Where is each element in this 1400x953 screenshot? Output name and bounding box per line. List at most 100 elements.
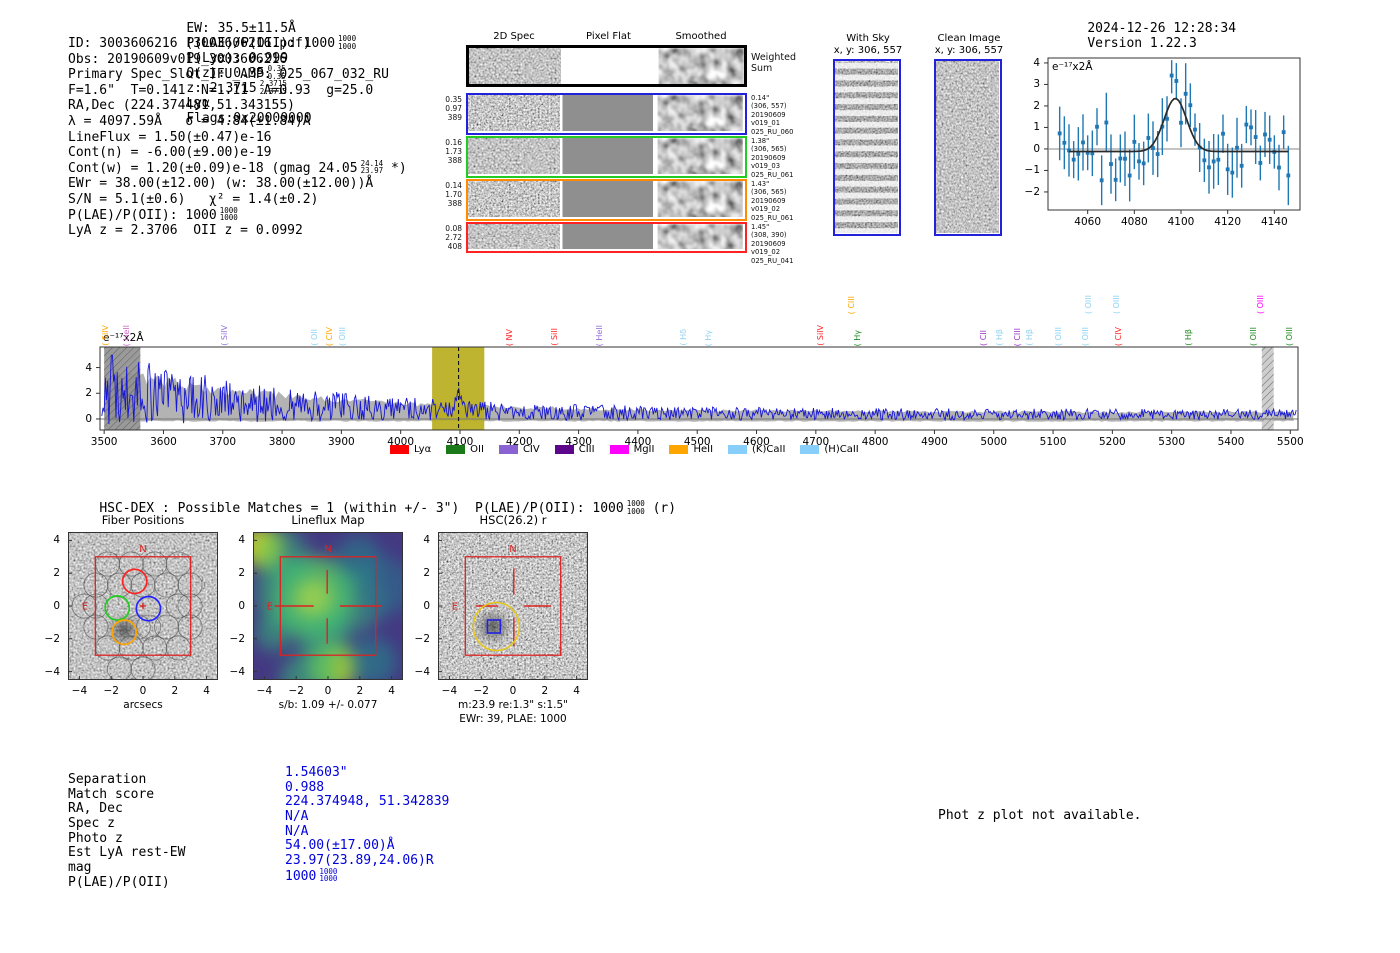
emission-line-label: ( OIII <box>1112 294 1122 314</box>
match-row-label: P(LAE)/P(OII) <box>68 874 170 890</box>
spec2d-col-title: Pixel Flat <box>586 31 631 42</box>
emission-line-label: ( OIII <box>1249 326 1259 346</box>
emission-line-label: ( CIV <box>324 326 334 346</box>
legend-entry: OII <box>446 444 484 455</box>
lineflux-map-title: Lineflux Map <box>291 513 365 527</box>
legend-entry: CIII <box>554 444 595 455</box>
spec2d-row-image <box>468 181 743 217</box>
lineflux-map-xlabel: s/b: 1.09 +/- 0.077 <box>278 699 378 711</box>
spec2d-row-stat: 388 <box>447 199 462 208</box>
emission-line-label: ( CIII <box>1013 327 1023 346</box>
north-label: N <box>324 544 331 555</box>
spectrum-x-tick: 4900 <box>921 436 948 448</box>
east-label: E <box>82 601 88 612</box>
spec2d-row-stat: 0.16 <box>445 138 462 147</box>
spectrum-x-tick: 4600 <box>743 436 770 448</box>
emission-line-label: ( CII <box>978 330 988 346</box>
spec2d-weighted-sum-label: Weighted Sum <box>751 52 796 74</box>
match-row-label: Match score <box>68 786 155 802</box>
emission-line-label: ( Hγ <box>852 329 862 346</box>
emission-line-label: ( Hβ <box>1184 329 1194 346</box>
spec2d-row-meta: 0.14" <box>751 94 770 102</box>
lineflux-map-x-tick: −2 <box>288 685 304 697</box>
spectrum-x-tick: 5200 <box>1098 436 1126 448</box>
match-row-value: 54.00(±17.00)Å <box>285 838 395 854</box>
spectrum-x-tick: 3600 <box>150 436 177 448</box>
lineflux-map-y-tick: −4 <box>229 665 245 678</box>
spectrum-x-tick: 3500 <box>90 436 118 448</box>
legend-swatch <box>446 444 466 454</box>
inset-y-tick: 4 <box>1033 56 1040 69</box>
emission-line-label: ( Hδ <box>679 329 689 346</box>
emission-line-label: ( Hγ <box>704 329 714 346</box>
emission-line-label: ( HeII <box>594 324 604 346</box>
photz-note: Phot z plot not available. <box>938 808 1142 823</box>
spec2d-row-meta: 025_RU_061 <box>751 170 794 179</box>
hsc-r-y-tick: 2 <box>423 567 430 580</box>
spectrum-x-tick: 5000 <box>980 436 1008 448</box>
plya-value: P(Lyα): 0.999 <box>186 51 289 66</box>
spec2d-row-meta: (306, 565) <box>751 145 787 154</box>
spec2d-row-stat: 2.72 <box>445 233 462 242</box>
with-sky-image <box>833 59 901 236</box>
spec2d-row-stat: 1.73 <box>445 147 462 156</box>
spectrum-x-tick: 5100 <box>1039 436 1067 448</box>
fiber-positions-image: N E <box>68 532 218 680</box>
info-line: Cont(w) = 1.20(±0.09)e-18 (gmag 24.05 24.… <box>68 158 407 176</box>
hsc-r-x-tick: −2 <box>473 685 489 697</box>
spec2d-row-stat: 408 <box>447 242 462 251</box>
lineflux-map-y-tick: 4 <box>238 534 245 547</box>
info-line: Cont(n) = -6.00(±9.00)e-19 <box>68 145 272 161</box>
fiber-positions-x-tick: −2 <box>103 685 119 697</box>
z-range: 2.3715 2.3715 <box>259 79 287 96</box>
clean-image-image <box>934 59 1002 236</box>
spec2d-row-meta: 20190609 <box>751 153 786 162</box>
spec2d-col-title: Smoothed <box>675 31 727 42</box>
spectrum-x-tick: 3700 <box>209 436 237 448</box>
spectrum-x-tick: 5300 <box>1158 436 1186 448</box>
legend-swatch <box>728 444 748 454</box>
info-line: ID: 3003606216 (3003606216.pdf) <box>68 36 311 51</box>
info-line: λ = 4097.59Å σ = 4.84(±1.84)Å <box>68 113 311 129</box>
spec2d-row-stat: 388 <box>447 156 462 165</box>
match-row-value: 1.54603" <box>285 765 348 780</box>
lineflux-map-y-tick: 2 <box>238 567 245 580</box>
legend-swatch <box>800 444 820 454</box>
emission-line-label: ( Hβ <box>994 329 1004 346</box>
hsc-r-y-tick: −2 <box>414 632 430 645</box>
spectrum-flux-units-label: e⁻¹⁷x2Å <box>103 332 144 344</box>
info-line: EWr = 38.00(±12.00) (w: 38.00(±12.00))Å <box>68 176 374 192</box>
emission-line-label: ( SiIV <box>815 325 825 346</box>
lineflux-map-x-tick: 0 <box>324 685 332 697</box>
emission-line-label: ( OIII <box>1054 326 1064 346</box>
spec2d-row-meta: 025_RU_041 <box>751 256 794 265</box>
match-row-label: Separation <box>68 772 147 787</box>
spec2d-row-meta: 20190609 <box>751 110 786 119</box>
spec2d-row-meta: (306, 565) <box>751 188 787 197</box>
line-classification: Lyα <box>186 96 210 111</box>
observation-info-block: ID: 3003606216 (3003606216.pdf) Obs: 2019… <box>68 36 407 239</box>
hsc-dex-filter: (r) <box>644 501 677 516</box>
hsc-r-x-tick: 0 <box>509 685 517 697</box>
spec2d-row-image <box>468 95 743 131</box>
spec2d-row-stat: 389 <box>447 113 462 122</box>
fiber-positions-x-tick: 4 <box>203 685 210 697</box>
legend-swatch <box>554 444 574 454</box>
with-sky-coords: x, y: 306, 557 <box>833 45 903 56</box>
inset-y-tick: 2 <box>1033 99 1040 112</box>
lineflux-map-x-tick: −4 <box>256 685 273 697</box>
spectrum-x-tick: 3800 <box>268 436 296 448</box>
spec2d-row-meta: 1.38" <box>751 137 770 145</box>
spec2d-row-image <box>468 224 743 249</box>
lineflux-map-x-tick: 4 <box>388 685 395 697</box>
match-row-label: Photo z <box>68 830 123 846</box>
match-row-label: Spec z <box>68 815 115 831</box>
spec2d-row-stat: 0.08 <box>445 224 462 233</box>
match-row-value: 1000 1000 1000 <box>285 866 338 884</box>
line-fit-svg <box>1044 57 1301 214</box>
info-line: LyA z = 2.3706 OII z = 0.0992 <box>68 223 303 239</box>
legend-entry: Lyα <box>390 444 431 455</box>
spec2d-row <box>466 45 747 87</box>
report-datetime: 2024-12-26 12:28:34 <box>1087 21 1237 36</box>
fiber-positions-y-tick: 0 <box>53 600 60 612</box>
